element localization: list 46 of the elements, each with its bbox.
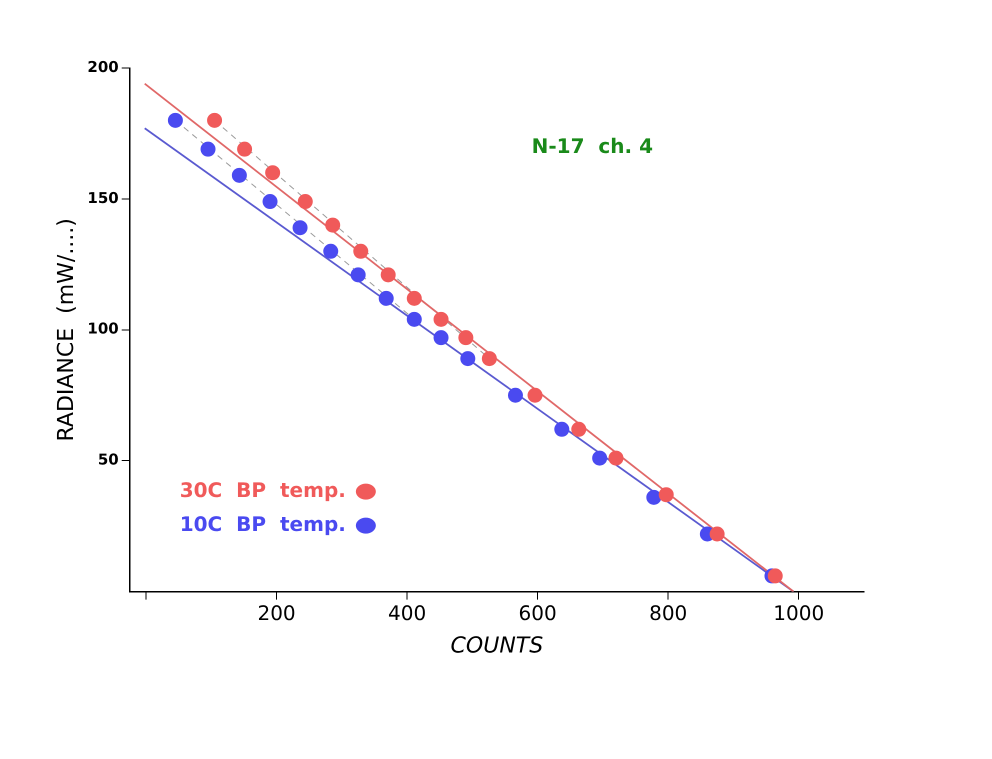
- point: [646, 490, 662, 505]
- point: [237, 142, 252, 157]
- point: [571, 422, 586, 437]
- point: [378, 290, 394, 306]
- point: [380, 267, 396, 282]
- point: [207, 112, 222, 128]
- point: [528, 388, 543, 403]
- x-axis-title: COUNTS: [450, 634, 544, 659]
- point: [406, 290, 422, 306]
- x-tick-label: 600: [518, 600, 557, 625]
- point: [508, 388, 523, 403]
- point: [768, 568, 783, 584]
- point: [458, 330, 474, 346]
- legend-label: 10C BP temp.: [180, 512, 346, 536]
- y-tick-label: 50: [98, 450, 119, 469]
- point: [482, 351, 497, 366]
- x-tick-label: 200: [257, 600, 296, 625]
- point: [298, 194, 313, 210]
- point: [325, 218, 340, 233]
- x-tick-label: 800: [649, 600, 688, 625]
- point: [323, 244, 338, 259]
- y-tick-label: 150: [87, 188, 119, 207]
- point: [350, 267, 366, 282]
- point: [710, 526, 725, 542]
- y-tick-label: 100: [87, 320, 119, 338]
- point: [608, 450, 624, 466]
- text: N-17 ch. 4: [532, 134, 653, 158]
- x-tick-label: 400: [388, 600, 426, 625]
- point: [434, 312, 449, 327]
- legend-label: 30C BP temp.: [180, 478, 346, 502]
- point: [434, 330, 449, 346]
- point: [232, 168, 247, 183]
- point: [406, 312, 422, 327]
- point: [353, 244, 368, 259]
- point: [262, 194, 278, 210]
- point: [592, 450, 608, 466]
- point: [265, 165, 280, 180]
- point: [460, 351, 476, 366]
- point: [168, 112, 183, 128]
- point: [658, 487, 674, 502]
- y-tick-label: 200: [87, 58, 119, 76]
- point: [554, 422, 570, 437]
- x-tick-label: 1000: [773, 600, 824, 625]
- y-axis-title: RADIANCE (mW/....): [54, 218, 79, 442]
- point: [200, 142, 216, 157]
- point: [292, 220, 308, 236]
